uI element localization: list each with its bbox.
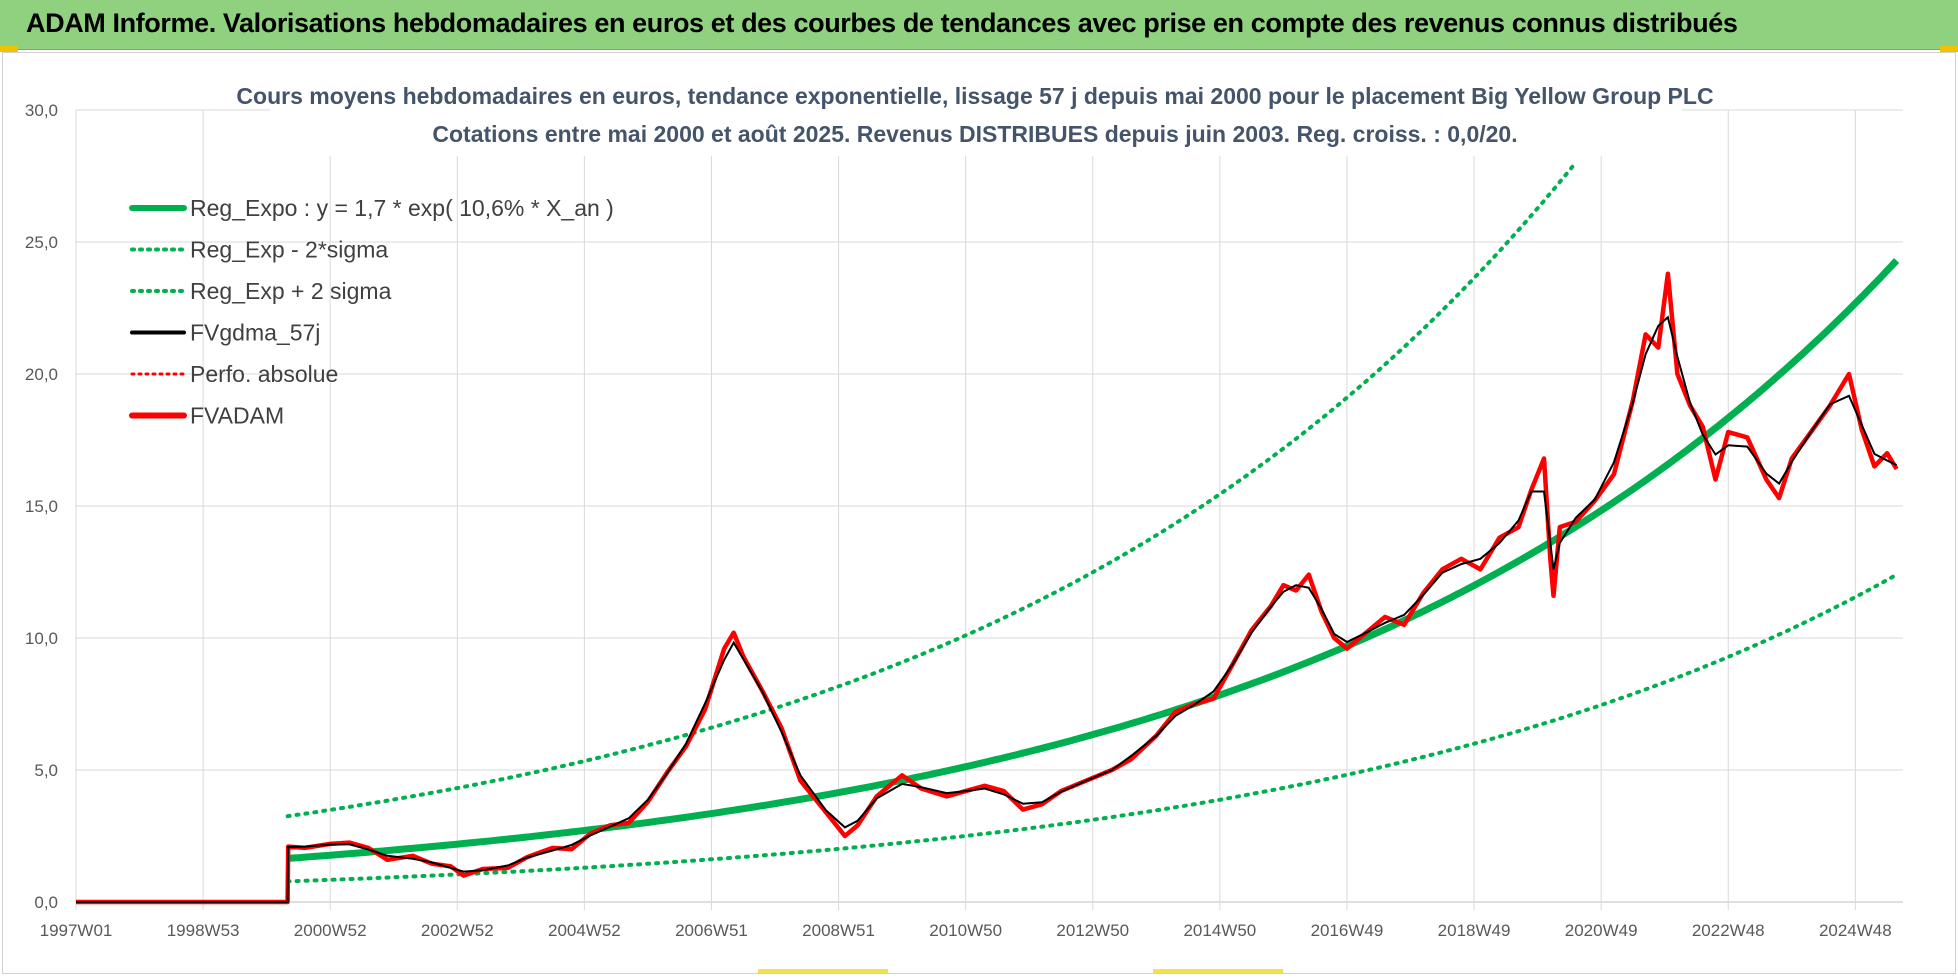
x-tick-label: 1998W53 — [167, 921, 240, 940]
legend-label: Reg_Exp + 2 sigma — [190, 278, 392, 304]
trend-line — [287, 258, 1900, 862]
y-tick-label: 5,0 — [34, 761, 58, 780]
corner-marker-left — [0, 46, 18, 52]
x-tick-label: 1997W01 — [40, 921, 113, 940]
legend: Reg_Expo : y = 1,7 * exp( 10,6% * X_an )… — [129, 195, 614, 429]
lower-band-line — [285, 572, 1899, 884]
chart-frame — [2, 52, 1956, 974]
upper-band-line — [285, 161, 1577, 819]
legend-label: Reg_Expo : y = 1,7 * exp( 10,6% * X_an ) — [190, 195, 614, 221]
x-tick-label: 2012W50 — [1056, 921, 1129, 940]
fvgdma-line — [76, 315, 1898, 903]
axis-labels: 0,0 5,0 10,0 15,0 20,0 25,0 30,0 1997W01 1998W53… — [25, 101, 1892, 940]
y-tick-label: 25,0 — [25, 233, 58, 252]
x-tick-label: 2004W52 — [548, 921, 621, 940]
chart-subtitle-line-1: Cours moyens hebdomadaires en euros, ten… — [236, 83, 1713, 109]
legend-label: FVADAM — [190, 403, 284, 429]
fvadam-line — [76, 271, 1899, 905]
x-tick-label: 2022W48 — [1692, 921, 1765, 940]
x-tick-label: 2024W48 — [1819, 921, 1892, 940]
x-tick-label: 2018W49 — [1438, 921, 1511, 940]
x-tick-label: 2002W52 — [421, 921, 494, 940]
chart-subtitle-line-2: Cotations entre mai 2000 et août 2025. R… — [432, 121, 1517, 147]
y-tick-label: 10,0 — [25, 629, 58, 648]
x-tick-label: 2020W49 — [1565, 921, 1638, 940]
y-tick-label: 0,0 — [34, 893, 58, 912]
corner-marker-right — [1940, 46, 1958, 52]
report-title: ADAM Informe. Valorisations hebdomadaire… — [26, 8, 1738, 38]
x-tick-label: 2006W51 — [675, 921, 748, 940]
grid-lines — [75, 109, 1903, 910]
x-tick-label: 2010W50 — [929, 921, 1002, 940]
y-tick-label: 30,0 — [25, 101, 58, 120]
legend-label: Reg_Exp - 2*sigma — [190, 237, 388, 263]
series — [76, 161, 1900, 905]
x-tick-label: 2000W52 — [294, 921, 367, 940]
x-tick-label: 2008W51 — [802, 921, 875, 940]
x-tick-label: 2016W49 — [1311, 921, 1384, 940]
bottom-marker — [1153, 969, 1283, 973]
x-tick-label: 2014W50 — [1183, 921, 1256, 940]
report-banner: ADAM Informe. Valorisations hebdomadaire… — [0, 0, 1958, 50]
legend-label: FVgdma_57j — [190, 320, 320, 346]
subtitle-background — [270, 86, 1682, 156]
legend-label: Perfo. absolue — [190, 361, 338, 387]
bottom-marker — [758, 969, 888, 973]
y-tick-label: 15,0 — [25, 497, 58, 516]
y-tick-label: 20,0 — [25, 365, 58, 384]
